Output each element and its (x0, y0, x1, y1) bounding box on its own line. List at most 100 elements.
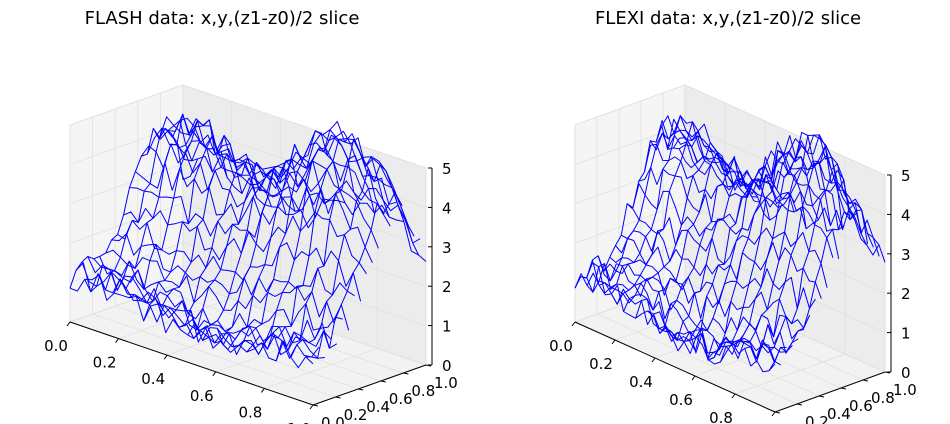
x-tick-label: 0.6 (190, 387, 214, 405)
grid-line (264, 348, 378, 389)
grid-line (574, 163, 686, 205)
wireframe-line-y (695, 154, 807, 360)
grid-line (684, 84, 886, 176)
grid-line (69, 281, 184, 323)
x-tick-label: 0.0 (549, 337, 573, 355)
grid-line (69, 163, 184, 205)
z-tick-label: 2 (442, 278, 452, 296)
wireframe-line-y (305, 192, 420, 359)
wireframe-line-y (599, 115, 710, 288)
wireframe-line-y (586, 130, 698, 293)
wireframe-line-x (170, 130, 415, 237)
wireframe-line-y (574, 125, 686, 289)
wireframe-line-y (610, 121, 722, 305)
z-tick-label: 5 (901, 167, 911, 185)
flash-plot-panel: FLASH data: x,y,(z1-z0)/2 slice 0.00.20.… (44, 8, 458, 424)
x-tick (731, 393, 736, 399)
y-tick-label: 0.6 (389, 390, 413, 408)
x-tick (66, 321, 71, 327)
grid-line (734, 353, 846, 395)
wireframe-line-x (609, 256, 811, 329)
x-tick (309, 404, 314, 410)
grid-line (684, 242, 886, 333)
y-axis-line (774, 371, 886, 413)
y-tick (380, 380, 386, 383)
y-tick (840, 387, 847, 390)
z-tick-label: 3 (901, 246, 911, 264)
wireframe-line-x (603, 263, 805, 340)
grid-line (118, 298, 232, 339)
x-tick (115, 338, 119, 343)
z-tick-label: 3 (442, 239, 452, 257)
x-tick-label: 0.2 (93, 354, 117, 372)
x-tick (691, 375, 696, 381)
wireframe-line-x (684, 156, 886, 263)
wireframe-line-x (93, 258, 338, 349)
wireframe-line-y (623, 142, 734, 312)
x-tick (611, 339, 616, 345)
wireframe-line-y (732, 134, 844, 344)
y-tick-label: 0.4 (827, 405, 851, 423)
wireframe-line-x (574, 272, 776, 373)
z-tick-label: 1 (442, 318, 452, 336)
wireframe-line-x (117, 219, 362, 302)
wireframe-line-y (744, 144, 856, 360)
wireframe-line-x (632, 183, 834, 258)
wireframe-line-x (146, 127, 391, 227)
z-tick-label: 1 (901, 325, 911, 343)
wireframe-line-x (123, 208, 367, 275)
wireframe-line-y (69, 127, 184, 289)
grid-line (596, 313, 798, 405)
grid-line (182, 281, 427, 366)
wireframe-line-x (135, 160, 379, 249)
wireframe-line-y (290, 164, 405, 358)
x-tick-label: 0.8 (709, 409, 733, 424)
y-tick-label: 1.0 (434, 374, 458, 392)
grid-line (69, 84, 184, 126)
grid-line (654, 317, 766, 359)
wireframe-line-x (626, 203, 828, 288)
grid-line (684, 124, 886, 215)
x-tick-label: 0.2 (589, 355, 613, 373)
wireframe-line-y (172, 162, 287, 331)
z-tick-label: 5 (442, 160, 452, 178)
x-tick-label: 0.0 (44, 337, 68, 355)
wireframe-line-y (659, 178, 771, 341)
side-pane (574, 84, 686, 323)
wireframe-line-y (275, 139, 390, 362)
wireframe-line-y (683, 165, 795, 343)
x-tick-label: 0.8 (238, 403, 262, 421)
grid-line (69, 242, 184, 283)
wireframe-line-x (621, 230, 822, 299)
wireframe-line-y (671, 170, 783, 342)
grid-line (167, 314, 281, 356)
wireframe-line-x (75, 262, 320, 359)
y-tick (818, 395, 825, 398)
wireframe-line-y (187, 165, 301, 339)
grid-line (574, 124, 686, 165)
wireframe-line-y (720, 145, 831, 363)
y-tick-label: 0.6 (849, 397, 873, 415)
grid-line (684, 281, 886, 373)
y-tick (312, 404, 319, 407)
wireframe-line-y (708, 150, 819, 361)
grid-line (182, 202, 427, 287)
wireframe-line-y (647, 165, 759, 330)
y-tick (403, 372, 409, 375)
wireframe-line-y (768, 209, 880, 372)
grid-line (137, 297, 381, 382)
wireframe-line-y (99, 113, 213, 291)
y-axis-line (312, 364, 427, 406)
grid-line (92, 313, 336, 398)
wireframe-line-x (69, 274, 314, 369)
x-tick-label: 0.4 (629, 373, 653, 391)
grid-line (574, 84, 686, 126)
wireframe-line-y (261, 139, 375, 350)
grid-line (640, 297, 842, 389)
y-tick-label: 0.0 (783, 421, 807, 424)
grid-line (182, 84, 427, 169)
wireframe-line-x (591, 259, 793, 356)
y-tick-label: 0.8 (411, 382, 435, 400)
x-tick-label: 0.4 (141, 370, 165, 388)
